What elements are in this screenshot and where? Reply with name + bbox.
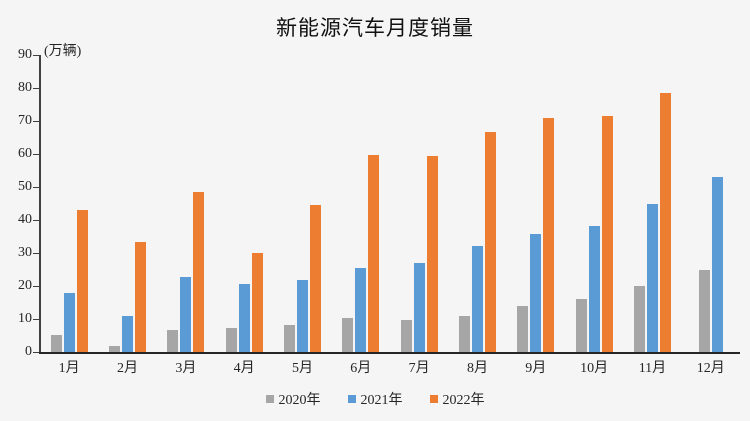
bar-2021年-6月 [355,267,367,352]
bar-2020年-5月 [283,324,295,352]
legend: 2020年 2021年 2022年 [0,389,750,409]
bar-2022年-10月 [601,116,613,352]
bar-2021年-2月 [121,315,133,352]
y-tick-label-20: 20 [18,278,32,293]
y-tick-label-40: 40 [18,212,32,227]
bar-group-3月 [157,55,215,352]
y-tick-label-30: 30 [18,245,32,260]
x-label-7月: 7月 [408,361,430,376]
bar-2020年-1月 [50,334,62,352]
bar-2020年-7月 [400,319,412,352]
bar-2021年-3月 [180,277,192,352]
bar-2020年-3月 [167,330,179,352]
x-label-6月: 6月 [350,361,372,376]
y-tick-mark-40 [33,219,40,221]
bar-2022年-2月 [134,241,146,352]
bar-2021年-7月 [413,262,425,352]
bar-2022年-8月 [484,132,496,352]
y-tick-mark-30 [33,252,40,254]
y-tick-mark-20 [33,285,40,287]
x-axis-line [39,352,740,354]
bar-2021年-10月 [588,225,600,352]
y-axis-line [39,55,41,353]
y-tick-mark-90 [33,54,40,56]
legend-label: 2020年 [278,393,321,408]
x-label-11月: 11月 [638,361,667,376]
bar-group-5月 [273,55,331,352]
y-tick-mark-0 [33,351,40,353]
chart-title: 新能源汽车月度销量 [276,16,474,40]
bar-2022年-7月 [426,156,438,352]
bar-group-12月 [682,55,740,352]
legend-item-2021年: 2021年 [347,389,403,409]
bar-2022年-5月 [309,204,321,352]
bar-2022年-3月 [193,192,205,352]
y-tick-mark-80 [33,87,40,89]
y-axis-unit-label: (万辆) [44,44,82,59]
bars-region [40,55,740,352]
legend-swatch-icon [347,395,356,403]
y-tick-label-10: 10 [18,311,32,326]
bar-2020年-10月 [575,299,587,352]
x-axis-labels: 1月 2月 3月 4月 5月 6月 7月 8月 9月 10月 11月 12月 [40,357,740,377]
bar-2021年-1月 [63,292,75,352]
y-tick-label-80: 80 [18,80,32,95]
x-label-5月: 5月 [291,361,313,376]
bar-group-4月 [215,55,273,352]
bar-2020年-2月 [108,346,120,352]
legend-label: 2022年 [442,393,485,408]
bar-group-8月 [448,55,506,352]
legend-item-2020年: 2020年 [265,389,321,409]
bar-2020年-6月 [342,317,354,352]
bar-group-6月 [332,55,390,352]
bar-group-9月 [507,55,565,352]
bar-2021年-5月 [296,280,308,352]
x-label-4月: 4月 [233,361,255,376]
bar-group-10月 [565,55,623,352]
y-tick-mark-10 [33,318,40,320]
legend-item-2022年: 2022年 [429,389,485,409]
bar-group-11月 [623,55,681,352]
x-label-9月: 9月 [525,361,547,376]
bar-2020年-4月 [225,328,237,352]
y-tick-label-90: 90 [18,47,32,62]
legend-swatch-icon [265,395,274,403]
y-tick-label-60: 60 [18,146,32,161]
bar-group-2月 [98,55,156,352]
x-label-3月: 3月 [175,361,197,376]
y-tick-mark-60 [33,153,40,155]
bar-2021年-4月 [238,284,250,352]
bar-2022年-6月 [368,155,380,352]
y-tick-mark-50 [33,186,40,188]
x-label-12月: 12月 [696,361,725,376]
bar-2021年-9月 [530,234,542,352]
bar-2021年-8月 [471,246,483,352]
y-tick-label-70: 70 [18,113,32,128]
bar-group-1月 [40,55,98,352]
legend-swatch-icon [429,395,438,403]
x-label-10月: 10月 [580,361,609,376]
bar-2022年-4月 [251,253,263,352]
bar-2020年-9月 [517,306,529,352]
bar-group-7月 [390,55,448,352]
bar-2022年-11月 [659,92,671,352]
x-label-1月: 1月 [58,361,80,376]
bar-2022年-9月 [543,118,555,352]
plot-area: 0 10 20 30 40 50 60 70 80 90 [18,47,740,359]
y-tick-label-0: 0 [25,344,32,359]
bar-2020年-8月 [458,316,470,352]
y-tick-label-50: 50 [18,179,32,194]
bar-2020年-11月 [633,286,645,352]
bar-2021年-12月 [711,177,723,352]
bar-2020年-12月 [698,270,710,352]
bar-2021年-11月 [646,203,658,352]
legend-label: 2021年 [360,393,403,408]
x-label-8月: 8月 [466,361,488,376]
bar-2022年-1月 [76,210,88,352]
y-tick-mark-70 [33,120,40,122]
x-label-2月: 2月 [116,361,138,376]
